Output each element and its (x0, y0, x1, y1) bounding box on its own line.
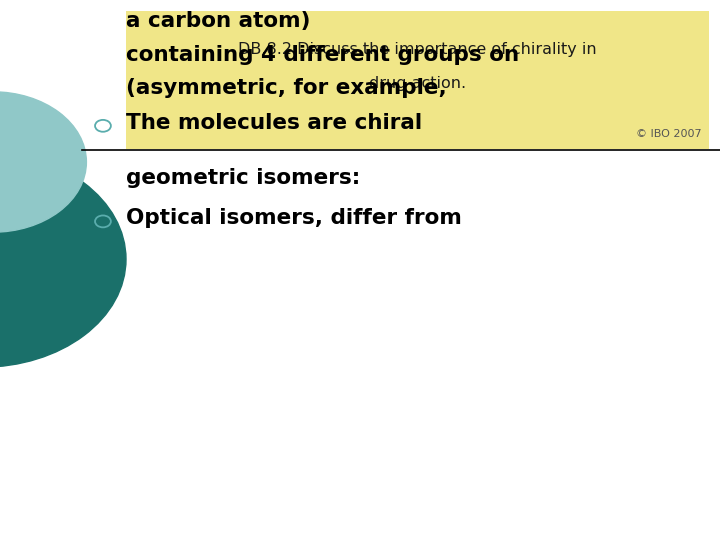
Text: a carbon atom): a carbon atom) (126, 11, 310, 31)
Circle shape (0, 151, 126, 367)
Text: Optical isomers, differ from: Optical isomers, differ from (126, 208, 462, 228)
Text: containing 4 different groups on: containing 4 different groups on (126, 45, 519, 65)
Text: drug action.: drug action. (369, 76, 466, 91)
Text: geometric isomers:: geometric isomers: (126, 167, 360, 187)
Text: DB.8.2 Discuss the importance of chirality in: DB.8.2 Discuss the importance of chirali… (238, 42, 597, 57)
Text: (asymmetric, for example,: (asymmetric, for example, (126, 78, 446, 98)
Text: © IBO 2007: © IBO 2007 (636, 129, 702, 139)
FancyBboxPatch shape (126, 11, 709, 148)
Text: The molecules are chiral: The molecules are chiral (126, 112, 422, 132)
Circle shape (0, 92, 86, 232)
